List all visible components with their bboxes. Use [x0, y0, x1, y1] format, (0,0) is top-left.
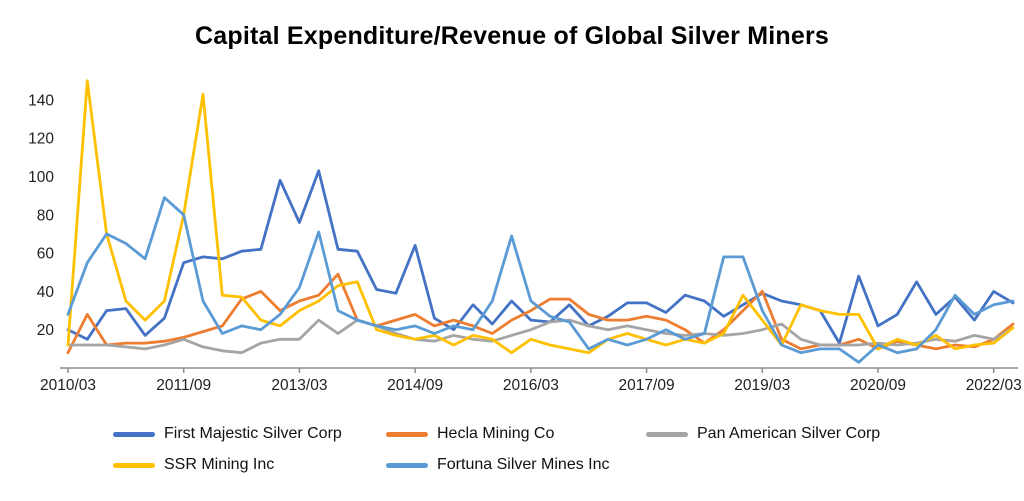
series-line-pan-american-silver-corp[interactable]: [66, 318, 1015, 355]
legend-label: SSR Mining Inc: [164, 456, 275, 473]
x-tick-label: 2016/03: [503, 377, 559, 394]
y-tick-label: 60: [37, 246, 55, 263]
y-tick-label: 40: [37, 284, 55, 301]
legend-marker: [386, 431, 428, 437]
y-tick-label: 140: [28, 92, 54, 109]
legend-marker: [113, 462, 155, 468]
chart-title: Capital Expenditure/Revenue of Global Si…: [195, 22, 829, 50]
y-tick-label: 100: [28, 169, 54, 186]
legend-label: First Majestic Silver Corp: [164, 425, 342, 442]
legend-item-first-majestic-silver-corp[interactable]: First Majestic Silver Corp: [113, 422, 342, 446]
x-tick-label: 2019/03: [734, 377, 790, 394]
chart-legend: First Majestic Silver Corp Hecla Mining C…: [0, 421, 1024, 493]
series-line-first-majestic-silver-corp[interactable]: [66, 169, 1015, 345]
x-tick-label: 2017/09: [619, 377, 675, 394]
x-tick-label: 2011/09: [156, 377, 211, 394]
x-tick-label: 2013/03: [271, 377, 327, 394]
y-tick-label: 80: [37, 207, 55, 224]
legend-item-ssr-mining-inc[interactable]: SSR Mining Inc: [113, 453, 274, 477]
legend-marker: [386, 462, 428, 468]
series-line-ssr-mining-inc[interactable]: [66, 79, 1015, 355]
x-tick-label: 2020/09: [850, 377, 906, 394]
series-line-hecla-mining-co[interactable]: [66, 272, 1015, 355]
legend-item-hecla-mining-co[interactable]: Hecla Mining Co: [386, 422, 554, 446]
y-tick-label: 20: [37, 322, 55, 339]
x-tick-label: 2014/09: [387, 377, 443, 394]
series-line-fortuna-silver-mines-inc[interactable]: [66, 196, 1015, 364]
x-tick-label: 2010/03: [40, 377, 96, 394]
legend-label: Pan American Silver Corp: [697, 425, 881, 442]
legend-item-pan-american-silver-corp[interactable]: Pan American Silver Corp: [646, 422, 880, 446]
x-tick-label: 2022/03: [966, 377, 1022, 394]
legend-marker: [646, 431, 688, 437]
legend-label: Fortuna Silver Mines Inc: [437, 456, 610, 473]
legend-item-fortuna-silver-mines-inc[interactable]: Fortuna Silver Mines Inc: [386, 453, 610, 477]
y-tick-label: 120: [28, 131, 54, 148]
legend-marker: [113, 431, 155, 437]
legend-label: Hecla Mining Co: [437, 425, 555, 442]
